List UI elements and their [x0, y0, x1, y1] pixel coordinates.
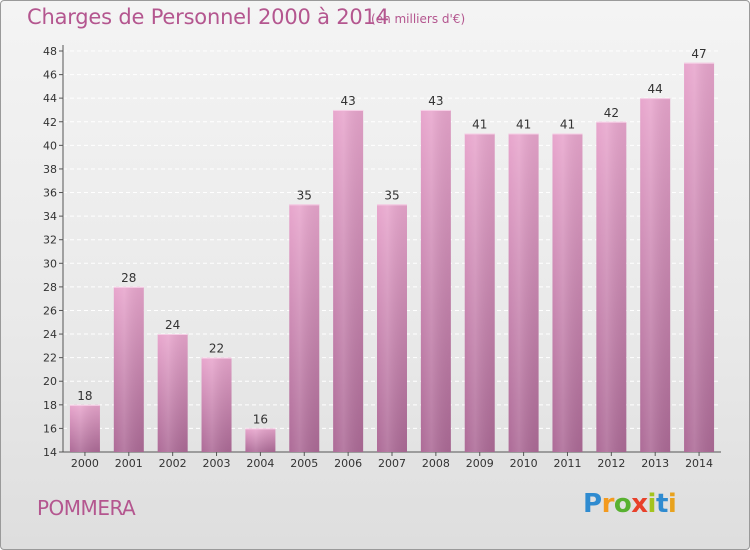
logo-letter: i: [647, 489, 657, 519]
chart-title: Charges de Personnel 2000 à 2014: [27, 5, 389, 29]
y-tick-label: 48: [43, 45, 57, 58]
x-tick-label: 2008: [422, 457, 450, 470]
data-label: 43: [428, 94, 443, 108]
x-tick-label: 2009: [466, 457, 494, 470]
y-tick-label: 30: [43, 257, 57, 270]
y-tick-label: 26: [43, 304, 57, 317]
y-tick-label: 18: [43, 399, 57, 412]
bar-shine: [464, 133, 495, 452]
y-tick-label: 14: [43, 446, 57, 459]
bar-shine: [201, 357, 232, 452]
bar-shine: [69, 404, 100, 452]
data-label: 41: [516, 118, 531, 132]
y-tick-label: 34: [43, 210, 57, 223]
bars: [69, 62, 715, 453]
x-tick-label: 2014: [685, 457, 713, 470]
logo-letter: P: [583, 489, 602, 519]
data-label: 43: [340, 94, 355, 108]
logo-letter: o: [613, 489, 632, 519]
y-tick-label: 32: [43, 234, 57, 247]
bar-shine: [640, 98, 671, 453]
axes: 14 16 18 20 22 24 26 28 30 32 34 36 38 40 42 44 46 48 2000…: [43, 45, 721, 470]
bar-shine: [596, 121, 627, 452]
x-tick-label: 2000: [71, 457, 99, 470]
bar-shine: [289, 204, 320, 452]
x-tick-label: 2013: [641, 457, 669, 470]
y-tick-label: 28: [43, 281, 57, 294]
town-name: POMMERA: [37, 496, 136, 520]
y-tick-label: 46: [43, 69, 57, 82]
bar-shine: [245, 428, 276, 452]
data-label: 47: [691, 47, 706, 61]
y-tick-label: 42: [43, 116, 57, 129]
y-tick-label: 40: [43, 139, 57, 152]
x-tick-label: 2002: [159, 457, 187, 470]
data-label: 24: [165, 318, 180, 332]
data-label: 22: [209, 342, 224, 356]
x-tick-label: 2004: [246, 457, 274, 470]
logo-letter: i: [667, 489, 677, 519]
bar-shine: [552, 133, 583, 452]
data-label: 44: [648, 82, 663, 96]
unit-note: (en milliers d'€): [371, 12, 466, 26]
bar-shine: [508, 133, 539, 452]
y-tick-label: 38: [43, 163, 57, 176]
data-label: 35: [384, 188, 399, 202]
data-labels: 18 28 24 22 16 35 43 35 43 41 41 41 42 44 47: [77, 47, 706, 427]
y-tick-label: 44: [43, 92, 57, 105]
data-label: 28: [121, 271, 136, 285]
x-tick-label: 2007: [378, 457, 406, 470]
bar-shine: [113, 286, 144, 452]
data-label: 41: [560, 118, 575, 132]
y-tick-label: 22: [43, 352, 57, 365]
y-tick-label: 36: [43, 187, 57, 200]
x-tick-label: 2011: [553, 457, 581, 470]
logo-letter: r: [601, 489, 615, 519]
bar-shine: [333, 109, 364, 453]
x-tick-label: 2006: [334, 457, 362, 470]
x-tick-label: 2005: [290, 457, 318, 470]
data-label: 18: [77, 389, 92, 403]
logo-letter: x: [631, 489, 648, 519]
data-label: 42: [604, 106, 619, 120]
bar-shine: [377, 204, 407, 452]
data-label: 16: [253, 412, 268, 426]
data-label: 41: [472, 118, 487, 132]
data-label: 35: [297, 188, 312, 202]
bar-shine: [420, 109, 451, 453]
y-tick-label: 16: [43, 422, 57, 435]
bar-shine: [157, 334, 188, 452]
x-tick-label: 2001: [115, 457, 143, 470]
x-tick-label: 2003: [203, 457, 231, 470]
x-tick-label: 2012: [597, 457, 625, 470]
logo-letter: t: [655, 489, 668, 519]
bar-shine: [684, 62, 715, 452]
y-tick-label: 24: [43, 328, 57, 341]
x-tick-label: 2010: [510, 457, 538, 470]
proxiti-logo: Proxiti: [583, 489, 677, 519]
y-tick-label: 20: [43, 375, 57, 388]
